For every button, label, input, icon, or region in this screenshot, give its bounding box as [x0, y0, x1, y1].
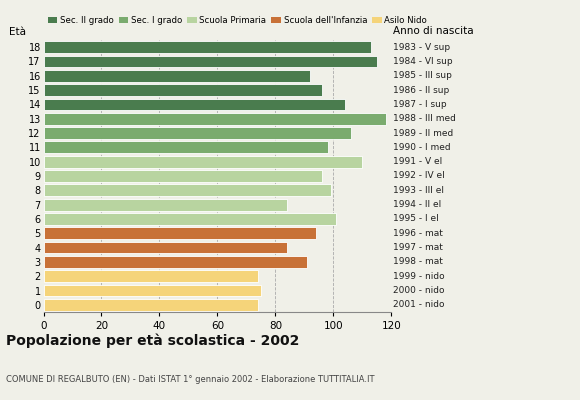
Bar — [44, 156, 362, 168]
Bar — [44, 170, 322, 182]
Text: 1995 - I el: 1995 - I el — [393, 214, 439, 224]
Bar — [44, 256, 307, 268]
Text: 1992 - IV el: 1992 - IV el — [393, 172, 445, 180]
Text: 1999 - nido: 1999 - nido — [393, 272, 445, 281]
Bar — [44, 242, 287, 254]
Bar — [44, 142, 328, 153]
Bar — [44, 98, 345, 110]
Text: 1984 - VI sup: 1984 - VI sup — [393, 57, 453, 66]
Bar — [44, 270, 258, 282]
Text: 1987 - I sup: 1987 - I sup — [393, 100, 447, 109]
Text: Anno di nascita: Anno di nascita — [393, 26, 474, 36]
Bar — [44, 213, 336, 225]
Text: 2001 - nido: 2001 - nido — [393, 300, 445, 309]
Text: COMUNE DI REGALBUTO (EN) - Dati ISTAT 1° gennaio 2002 - Elaborazione TUTTITALIA.: COMUNE DI REGALBUTO (EN) - Dati ISTAT 1°… — [6, 375, 374, 384]
Legend: Sec. II grado, Sec. I grado, Scuola Primaria, Scuola dell'Infanzia, Asilo Nido: Sec. II grado, Sec. I grado, Scuola Prim… — [48, 16, 427, 25]
Text: 1990 - I med: 1990 - I med — [393, 143, 451, 152]
Bar — [44, 184, 331, 196]
Text: 1991 - V el: 1991 - V el — [393, 157, 443, 166]
Text: 1996 - mat: 1996 - mat — [393, 229, 443, 238]
Text: 1989 - II med: 1989 - II med — [393, 128, 454, 138]
Text: 1998 - mat: 1998 - mat — [393, 257, 443, 266]
Text: 1997 - mat: 1997 - mat — [393, 243, 443, 252]
Text: 1985 - III sup: 1985 - III sup — [393, 71, 452, 80]
Text: 1988 - III med: 1988 - III med — [393, 114, 456, 123]
Bar — [44, 41, 371, 53]
Text: Popolazione per età scolastica - 2002: Popolazione per età scolastica - 2002 — [6, 334, 299, 348]
Bar — [44, 299, 258, 311]
Bar — [44, 127, 351, 139]
Bar — [44, 84, 322, 96]
Bar — [44, 70, 310, 82]
Text: 2000 - nido: 2000 - nido — [393, 286, 445, 295]
Text: 1994 - II el: 1994 - II el — [393, 200, 441, 209]
Bar — [44, 113, 386, 125]
Text: 1983 - V sup: 1983 - V sup — [393, 43, 450, 52]
Bar — [44, 285, 261, 296]
Text: 1986 - II sup: 1986 - II sup — [393, 86, 450, 95]
Text: Età: Età — [9, 27, 26, 37]
Text: 1993 - III el: 1993 - III el — [393, 186, 444, 195]
Bar — [44, 199, 287, 210]
Bar — [44, 56, 377, 67]
Bar — [44, 227, 316, 239]
